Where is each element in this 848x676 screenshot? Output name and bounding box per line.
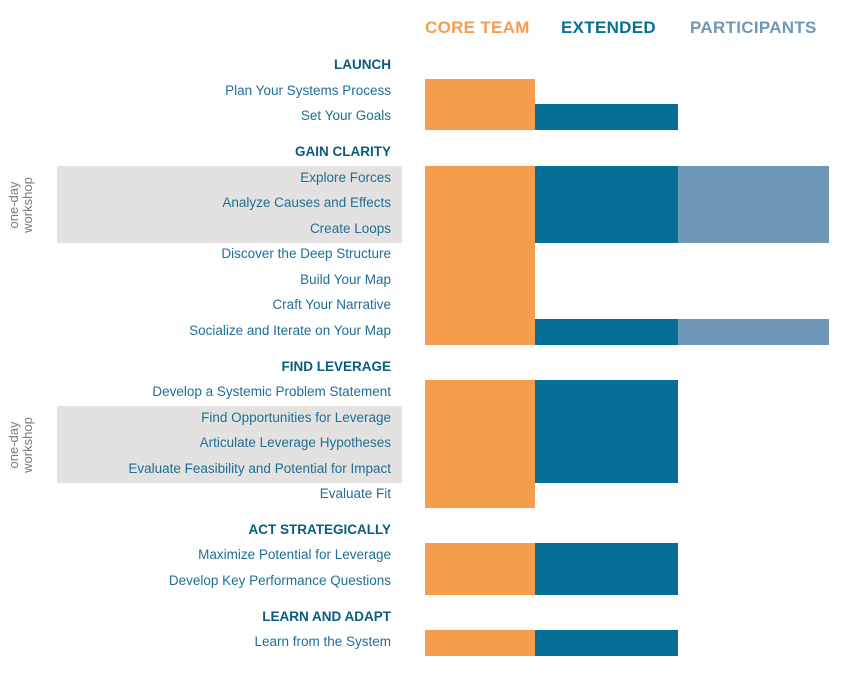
bar-core [425, 380, 535, 508]
step-label: Articulate Leverage Hypotheses [199, 435, 391, 450]
workshop-label-text: one-day workshop [6, 416, 35, 473]
phase-heading: ACT STRATEGICALLY [248, 522, 391, 537]
column-header-participants: PARTICIPANTS [690, 18, 817, 37]
step-label: Create Loops [309, 221, 391, 236]
bar-extended [535, 319, 678, 345]
bar-core [425, 543, 535, 595]
bar-participants [678, 319, 829, 345]
step-label: Maximize Potential for Leverage [198, 547, 391, 562]
bar-core [425, 630, 535, 656]
phase-heading: FIND LEVERAGE [281, 359, 391, 374]
bar-extended [535, 380, 678, 483]
step-label: Explore Forces [300, 170, 391, 185]
step-label: Socialize and Iterate on Your Map [189, 323, 391, 338]
phase-heading: LEARN AND ADAPT [262, 609, 391, 624]
step-label: Learn from the System [254, 634, 391, 649]
step-label: Find Opportunities for Leverage [201, 410, 391, 425]
bar-extended [535, 543, 678, 595]
step-label: Evaluate Fit [319, 486, 391, 501]
step-label: Plan Your Systems Process [225, 83, 391, 98]
step-label: Develop Key Performance Questions [168, 573, 391, 588]
bar-extended [535, 104, 678, 130]
phase-heading: GAIN CLARITY [295, 144, 391, 159]
step-label: Develop a Systemic Problem Statement [152, 384, 391, 399]
workshop-highlight [57, 166, 402, 243]
step-label: Craft Your Narrative [272, 297, 391, 312]
bar-participants [678, 166, 829, 243]
bar-extended [535, 166, 678, 243]
step-label: Evaluate Feasibility and Potential for I… [128, 461, 391, 476]
bar-extended [535, 630, 678, 656]
bar-core [425, 79, 535, 130]
step-label: Analyze Causes and Effects [222, 195, 391, 210]
bar-core [425, 166, 535, 345]
workshop-highlight [57, 406, 402, 483]
step-label: Discover the Deep Structure [221, 246, 391, 261]
step-label: Build Your Map [300, 272, 391, 287]
step-label: Set Your Goals [300, 108, 391, 123]
column-header-extended: EXTENDED [561, 18, 656, 37]
workshop-label-text: one-day workshop [6, 176, 35, 233]
column-header-core: CORE TEAM [425, 18, 530, 37]
phase-heading: LAUNCH [334, 57, 391, 72]
